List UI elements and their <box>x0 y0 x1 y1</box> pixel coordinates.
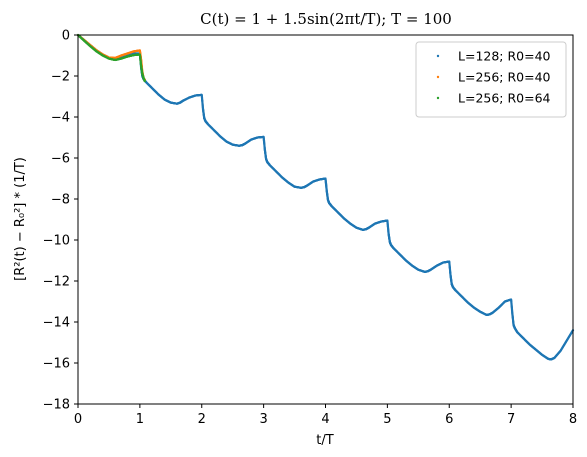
x-tick-label: 2 <box>198 412 206 427</box>
series-3-point <box>143 80 146 83</box>
legend-label: L=128; R0=40 <box>458 49 551 64</box>
axes-layer: 0 1 2 3 4 5 6 7 8 0 −2 −4 −6 −8 −10 −12 −14 −16 −18 <box>43 29 578 428</box>
x-tick-label: 7 <box>507 412 515 427</box>
x-tick-label: 3 <box>259 412 267 427</box>
x-tick-label: 4 <box>321 412 329 427</box>
y-axis-title: [R²(t) − R₀²] * (1/T) <box>13 157 28 281</box>
legend-marker <box>436 75 440 79</box>
y-tick-label: −16 <box>43 357 70 372</box>
y-tick-label: −6 <box>51 152 70 167</box>
y-tick-label: −18 <box>43 398 70 413</box>
y-tick-label: 0 <box>62 29 70 44</box>
y-tick-label: −4 <box>51 111 70 126</box>
y-tick-label: −14 <box>43 316 70 331</box>
y-tick-label: −12 <box>43 275 70 290</box>
x-tick-label: 8 <box>569 412 577 427</box>
chart-title: C(t) = 1 + 1.5sin(2πt/T); T = 100 <box>200 10 452 28</box>
y-tick-label: −10 <box>43 234 70 249</box>
x-tick-label: 6 <box>445 412 453 427</box>
x-tick-label: 1 <box>136 412 144 427</box>
series-layer <box>76 33 575 361</box>
legend-marker <box>436 96 440 100</box>
series-3 <box>76 33 146 83</box>
legend-label: L=256; R0=40 <box>458 70 551 85</box>
x-tick-label: 5 <box>383 412 391 427</box>
y-tick-label: −8 <box>51 193 70 208</box>
x-axis-title: t/T <box>316 433 333 448</box>
y-tick-label: −2 <box>51 70 70 85</box>
legend-box <box>415 41 567 118</box>
x-tick-label: 0 <box>74 412 82 427</box>
legend-marker <box>436 54 440 58</box>
legend-label: L=256; R0=64 <box>458 91 551 106</box>
legend: L=128; R0=40 L=256; R0=40 L=256; R0=64 <box>415 41 567 118</box>
